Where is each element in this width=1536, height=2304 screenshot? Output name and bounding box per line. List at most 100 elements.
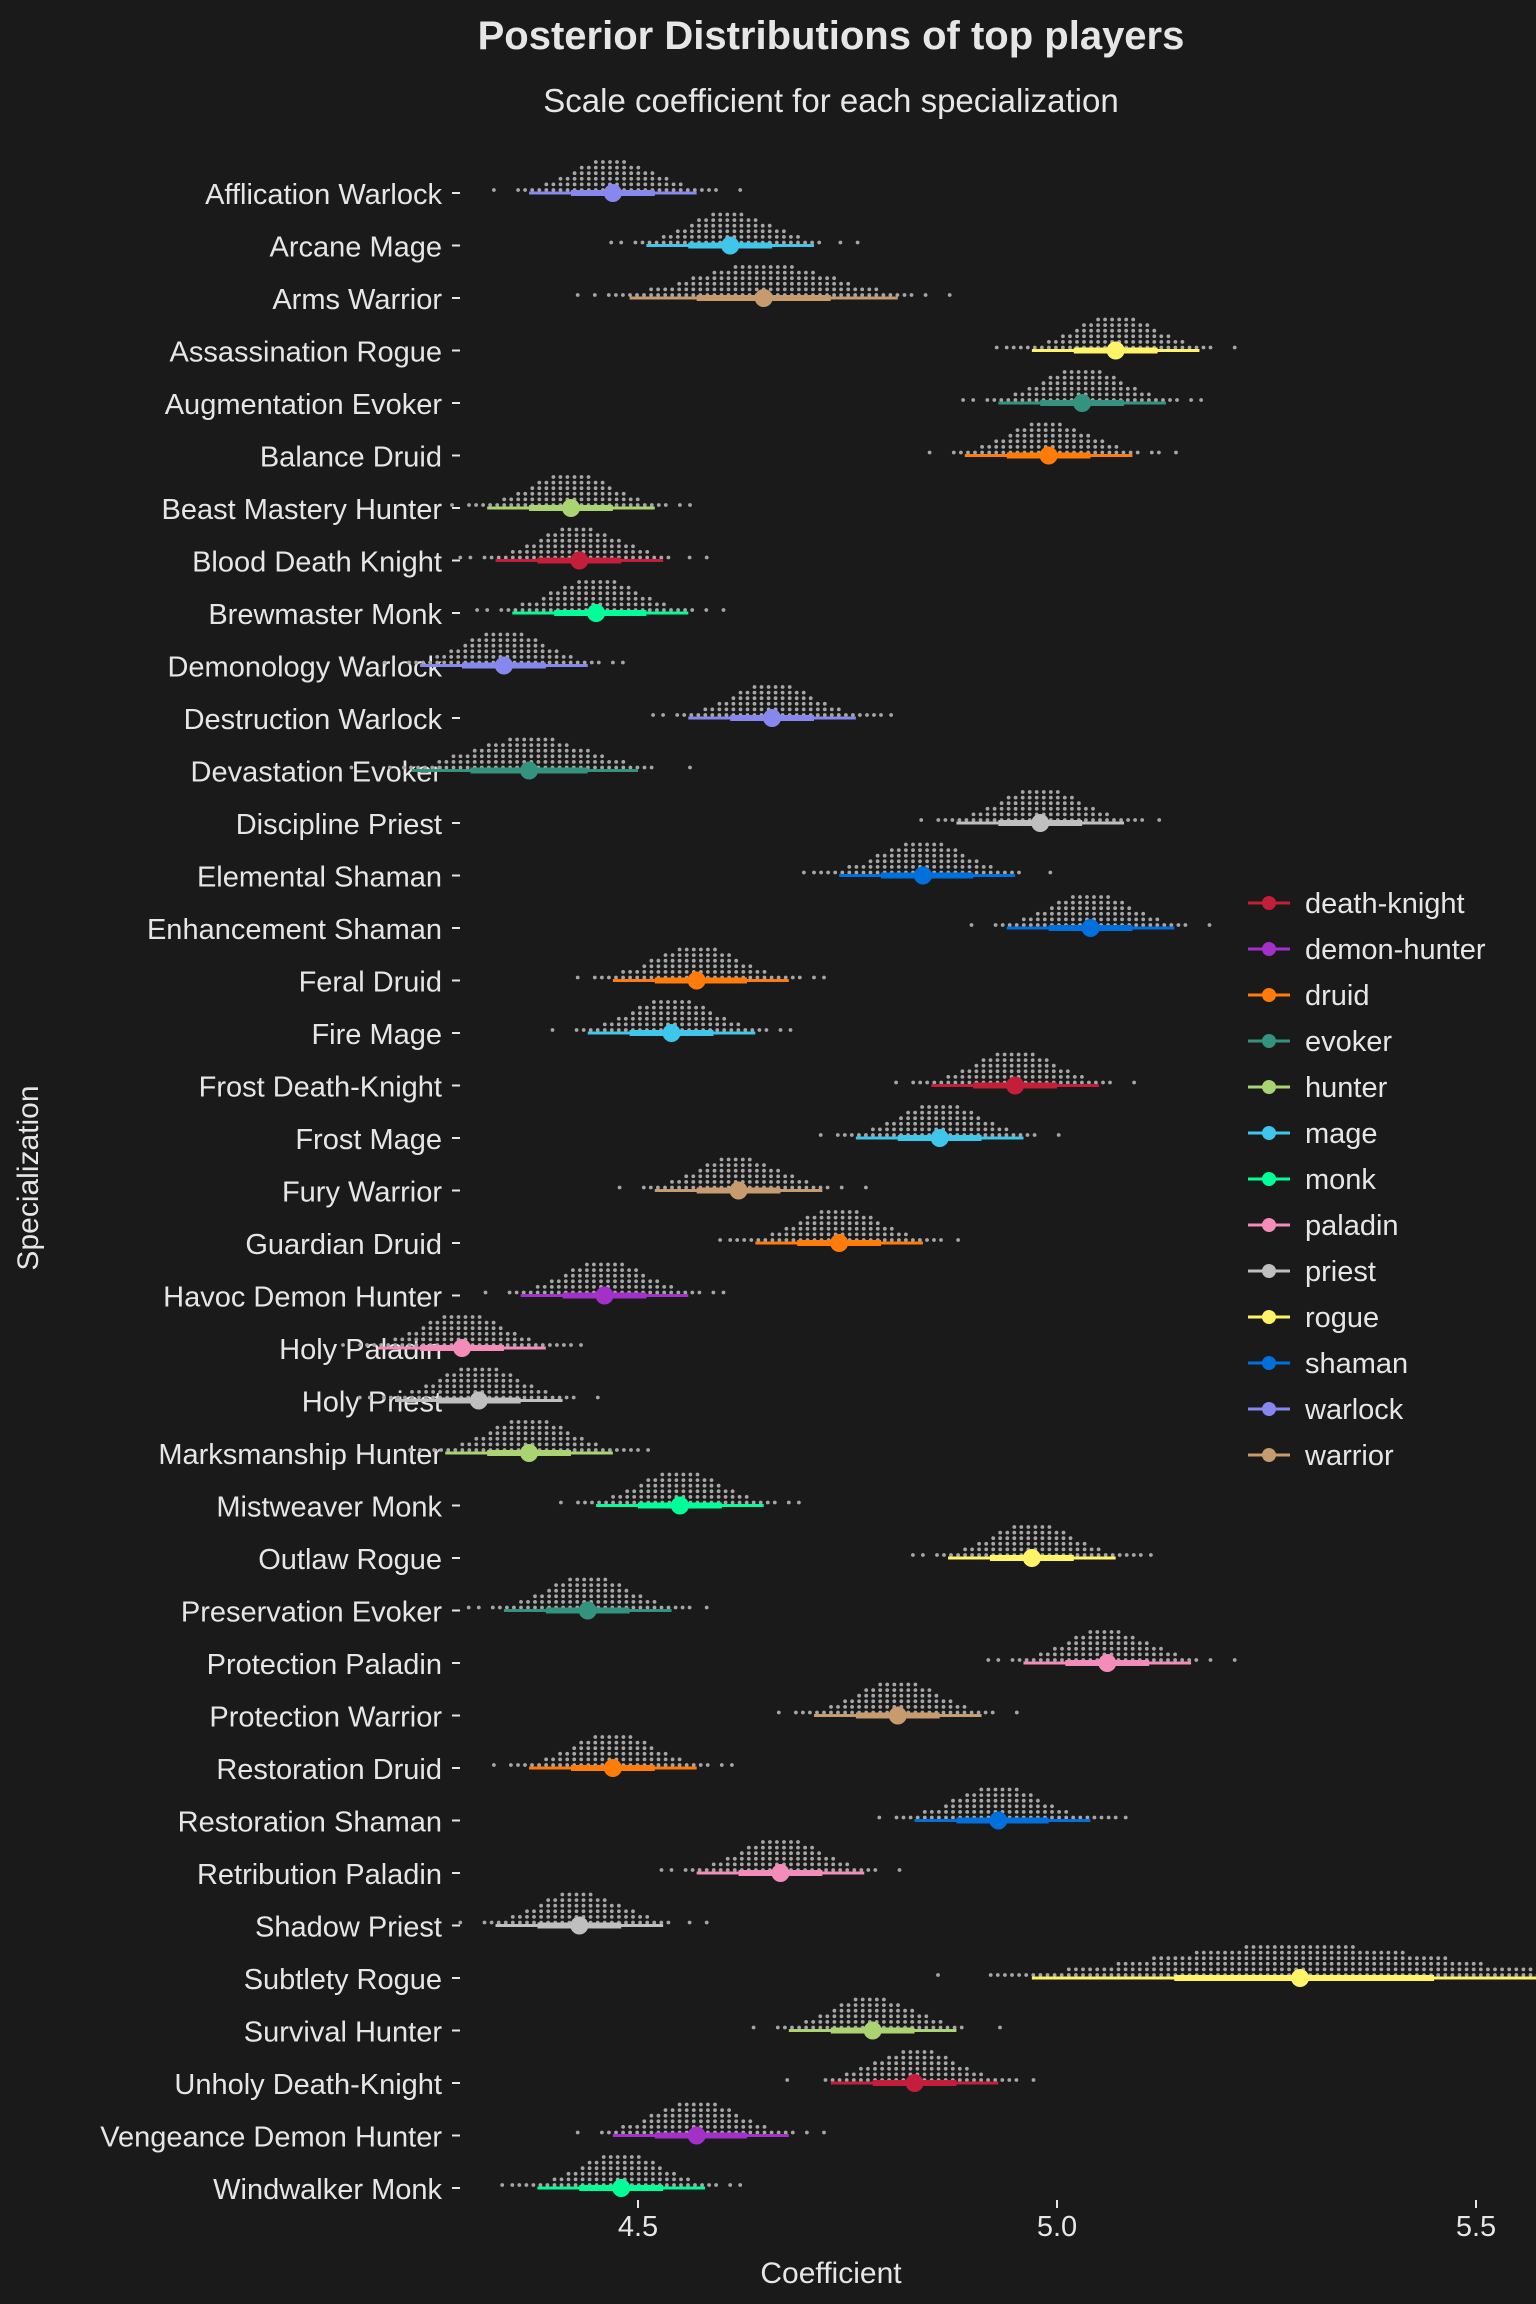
posterior-dots-restoration-shaman <box>877 1787 1128 1820</box>
posterior-dot <box>1131 1553 1136 1557</box>
posterior-dot <box>1008 439 1013 444</box>
posterior-dot <box>670 2108 675 2113</box>
posterior-dot <box>704 1920 709 1925</box>
posterior-dot <box>894 2061 899 2066</box>
posterior-dot <box>917 2025 922 2030</box>
posterior-dot <box>789 1851 793 1856</box>
posterior-dot <box>691 281 696 286</box>
posterior-dot <box>512 643 517 648</box>
legend-item-rogue: rogue <box>1248 1302 1379 1334</box>
posterior-dot <box>857 1699 861 1704</box>
posterior-dot <box>623 1022 628 1027</box>
posterior-dot <box>634 1279 638 1284</box>
posterior-dot <box>574 1898 579 1902</box>
posterior-dot <box>1022 433 1027 438</box>
posterior-dot <box>894 2055 899 2060</box>
posterior-dot <box>716 1483 721 1488</box>
posterior-dot <box>543 748 548 753</box>
posterior-dot <box>804 287 808 292</box>
posterior-dot <box>530 1763 534 1767</box>
posterior-dot <box>396 1395 400 1400</box>
posterior-dot <box>553 550 558 554</box>
posterior-dot <box>897 1232 901 1237</box>
posterior-dot <box>1074 1967 1078 1972</box>
posterior-dot <box>526 1343 531 1347</box>
posterior-dot <box>666 1016 670 1021</box>
posterior-dot <box>777 1232 782 1237</box>
posterior-dot <box>611 1500 615 1505</box>
posterior-dot <box>713 947 717 952</box>
posterior-dot <box>473 1373 478 1377</box>
posterior-dot <box>894 2066 899 2071</box>
posterior-dot <box>810 1851 814 1856</box>
posterior-dot <box>783 1185 788 1190</box>
posterior-dot <box>567 1892 572 1897</box>
posterior-dot <box>955 1710 960 1715</box>
posterior-dot <box>536 760 541 764</box>
posterior-dot <box>659 1000 663 1004</box>
posterior-dot <box>770 1232 775 1237</box>
posterior-dot <box>1124 328 1129 333</box>
posterior-dot <box>1103 334 1107 339</box>
posterior-dot <box>662 602 666 607</box>
posterior-dot <box>1028 1810 1033 1814</box>
posterior-dot <box>669 1290 674 1295</box>
posterior-dot <box>688 1483 693 1488</box>
posterior-dot <box>721 1290 726 1295</box>
posterior-dot <box>720 964 724 969</box>
posterior-dot <box>1124 340 1129 344</box>
posterior-dot <box>428 1326 433 1331</box>
posterior-dot <box>554 1594 558 1599</box>
y-tick-label-arms-warrior: Arms Warrior <box>272 284 442 316</box>
posterior-dot <box>1061 1530 1066 1535</box>
posterior-dot <box>597 1500 601 1505</box>
posterior-dot <box>579 1343 583 1347</box>
posterior-dot <box>825 2020 830 2024</box>
posterior-dot <box>670 2119 675 2124</box>
posterior-dot <box>561 655 566 659</box>
posterior-dot <box>588 538 593 543</box>
posterior-dot <box>782 1845 786 1850</box>
posterior-dot <box>817 1862 821 1867</box>
posterior-dot <box>1393 1956 1398 1961</box>
posterior-dot <box>1013 801 1018 806</box>
posterior-dot <box>543 760 548 764</box>
posterior-dot <box>489 1920 494 1925</box>
posterior-dot <box>560 1903 565 1908</box>
posterior-dot <box>544 188 549 192</box>
posterior-dot <box>1148 923 1153 927</box>
posterior-dot <box>608 2160 613 2165</box>
posterior-dot <box>790 975 795 980</box>
posterior-dot <box>948 1105 953 1109</box>
posterior-dot <box>575 1600 580 1604</box>
posterior-dot <box>970 1547 974 1552</box>
posterior-dot <box>1075 1541 1080 1546</box>
posterior-dot <box>936 2066 941 2071</box>
posterior-dot <box>889 853 894 858</box>
posterior-dot <box>1019 1547 1024 1552</box>
posterior-dot <box>544 1420 549 1424</box>
posterior-dot <box>599 1262 603 1267</box>
median-point-protection-paladin <box>1098 1654 1117 1672</box>
posterior-dot <box>617 544 621 549</box>
posterior-dot <box>734 958 739 963</box>
posterior-dot <box>1173 1652 1177 1657</box>
posterior-dot <box>1072 1075 1077 1079</box>
posterior-dot <box>479 748 484 753</box>
posterior-dot <box>776 1180 780 1184</box>
posterior-dot <box>470 643 475 648</box>
posterior-dot <box>567 1898 572 1902</box>
posterior-dot <box>1265 1967 1270 1972</box>
posterior-dot <box>581 1909 586 1914</box>
posterior-dot <box>708 1011 713 1016</box>
posterior-dot <box>600 1735 605 1739</box>
posterior-dot <box>1010 870 1014 875</box>
posterior-dot <box>653 1489 658 1494</box>
posterior-dot <box>470 1320 475 1325</box>
posterior-dot <box>414 1343 419 1347</box>
posterior-dot <box>421 660 425 665</box>
posterior-dot <box>582 1583 587 1587</box>
posterior-dot <box>1103 317 1107 322</box>
posterior-dot <box>871 1699 876 1704</box>
posterior-dot <box>435 1320 440 1325</box>
